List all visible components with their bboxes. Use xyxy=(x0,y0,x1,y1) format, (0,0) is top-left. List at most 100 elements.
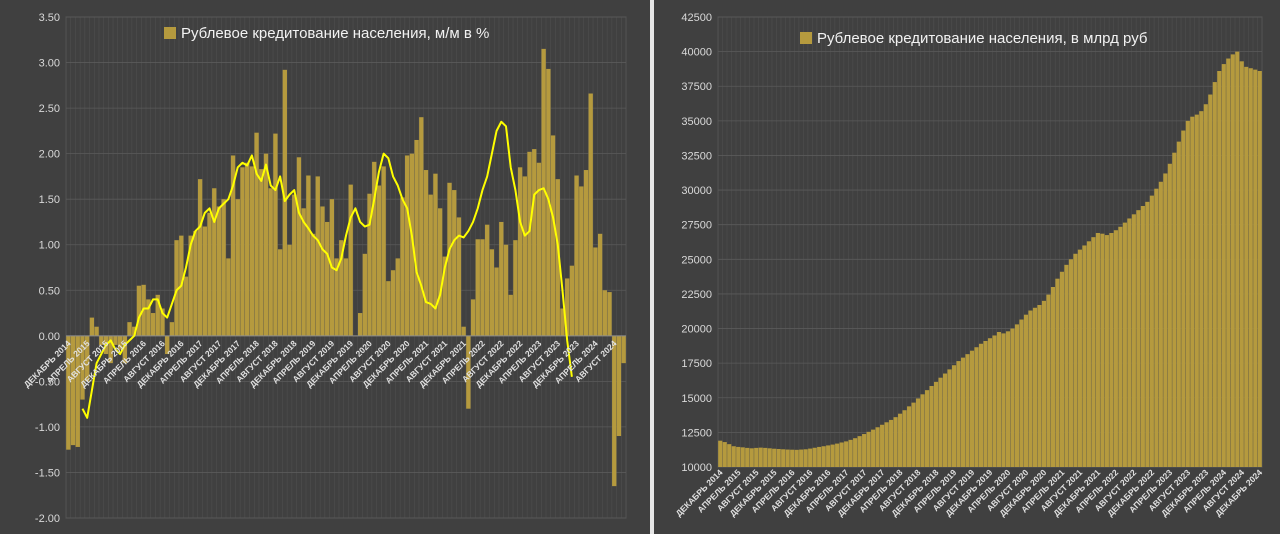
bar xyxy=(898,413,903,467)
bar xyxy=(731,446,736,467)
bar xyxy=(437,208,443,336)
bar xyxy=(423,170,429,336)
bar xyxy=(1041,300,1047,467)
bar xyxy=(1077,249,1082,467)
bar xyxy=(1158,181,1163,467)
bar xyxy=(1185,120,1190,467)
bar xyxy=(844,441,849,467)
bar xyxy=(933,381,939,467)
y-tick-label: 25000 xyxy=(681,254,712,266)
bar xyxy=(569,265,575,336)
bar xyxy=(1001,333,1006,467)
bar xyxy=(992,335,997,467)
left-chart-panel: -2.00 -1.50 -1.00 -0.50 0.00 0.50 1.00 1.50 2.00… xyxy=(21,12,627,525)
bar xyxy=(1023,314,1029,467)
bar xyxy=(1221,64,1226,468)
bar xyxy=(480,239,485,336)
bar xyxy=(263,153,269,336)
bar xyxy=(1028,310,1033,467)
bar xyxy=(1118,226,1123,467)
bar xyxy=(216,206,222,336)
bar xyxy=(99,335,104,345)
bar xyxy=(983,341,988,467)
bar xyxy=(1203,104,1208,467)
bar xyxy=(461,326,466,336)
bar xyxy=(772,448,777,467)
bar xyxy=(1145,201,1150,467)
bar xyxy=(390,270,396,336)
bar xyxy=(1167,163,1172,467)
bar xyxy=(602,290,607,336)
bar xyxy=(1104,235,1109,467)
bar xyxy=(821,446,826,467)
legend-swatch xyxy=(800,32,812,44)
bar xyxy=(89,317,95,336)
bar xyxy=(66,335,71,450)
bar xyxy=(1239,61,1244,468)
bar xyxy=(785,449,790,467)
bar xyxy=(405,155,410,336)
bar xyxy=(794,449,799,467)
bar xyxy=(207,212,212,336)
bar xyxy=(1190,116,1195,467)
bar xyxy=(230,155,236,336)
bar xyxy=(226,258,231,336)
bar xyxy=(240,167,245,336)
bar xyxy=(513,240,518,336)
bar xyxy=(1208,94,1213,468)
bar xyxy=(722,442,727,467)
bar xyxy=(857,436,862,467)
bar xyxy=(929,386,934,467)
trend-line xyxy=(81,120,573,419)
legend: Рублевое кредитование населения, в млрд … xyxy=(800,30,1147,47)
bar xyxy=(1127,218,1132,467)
y-tick-label: 20000 xyxy=(681,324,712,336)
bar xyxy=(1131,214,1136,467)
bar xyxy=(249,166,255,336)
bar xyxy=(1032,307,1038,467)
bar xyxy=(202,226,207,336)
bar xyxy=(536,162,542,336)
bar xyxy=(996,332,1002,467)
bar xyxy=(409,153,415,336)
bar xyxy=(108,335,113,364)
bar xyxy=(1100,233,1105,467)
bar xyxy=(1122,222,1127,467)
bar xyxy=(282,69,287,336)
bar xyxy=(1113,230,1118,467)
total-credit-chart: 10000 12500 15000 17500 20000 22500 25000 27500… xyxy=(674,12,1265,518)
bar xyxy=(555,179,560,336)
y-tick-label: 27500 xyxy=(681,220,712,232)
bar xyxy=(1244,66,1249,467)
bar xyxy=(306,175,311,336)
legend-label: Рублевое кредитование населения, в млрд … xyxy=(817,30,1147,47)
bar xyxy=(574,175,579,336)
y-tick-label: 1.50 xyxy=(39,194,60,206)
bar xyxy=(235,199,240,336)
bar xyxy=(254,132,259,336)
bar xyxy=(508,294,513,336)
bar xyxy=(790,449,795,467)
bar xyxy=(1091,237,1096,467)
bar xyxy=(1194,114,1199,467)
bar xyxy=(956,361,961,467)
bar xyxy=(197,179,203,336)
bar xyxy=(893,417,898,467)
bar xyxy=(727,444,732,467)
bar-series xyxy=(718,51,1262,468)
bar xyxy=(466,335,471,409)
bar xyxy=(1230,54,1235,468)
bar xyxy=(456,217,462,336)
bar xyxy=(951,365,957,467)
bar xyxy=(532,149,537,336)
bar xyxy=(1014,324,1020,467)
bar xyxy=(866,431,871,467)
vertical-gridlines xyxy=(717,17,1263,467)
bar xyxy=(94,326,99,336)
bar xyxy=(607,292,612,336)
bar xyxy=(1212,82,1217,468)
bar xyxy=(1140,206,1145,467)
bar xyxy=(136,285,142,336)
bar xyxy=(334,258,339,336)
bar xyxy=(433,173,438,336)
